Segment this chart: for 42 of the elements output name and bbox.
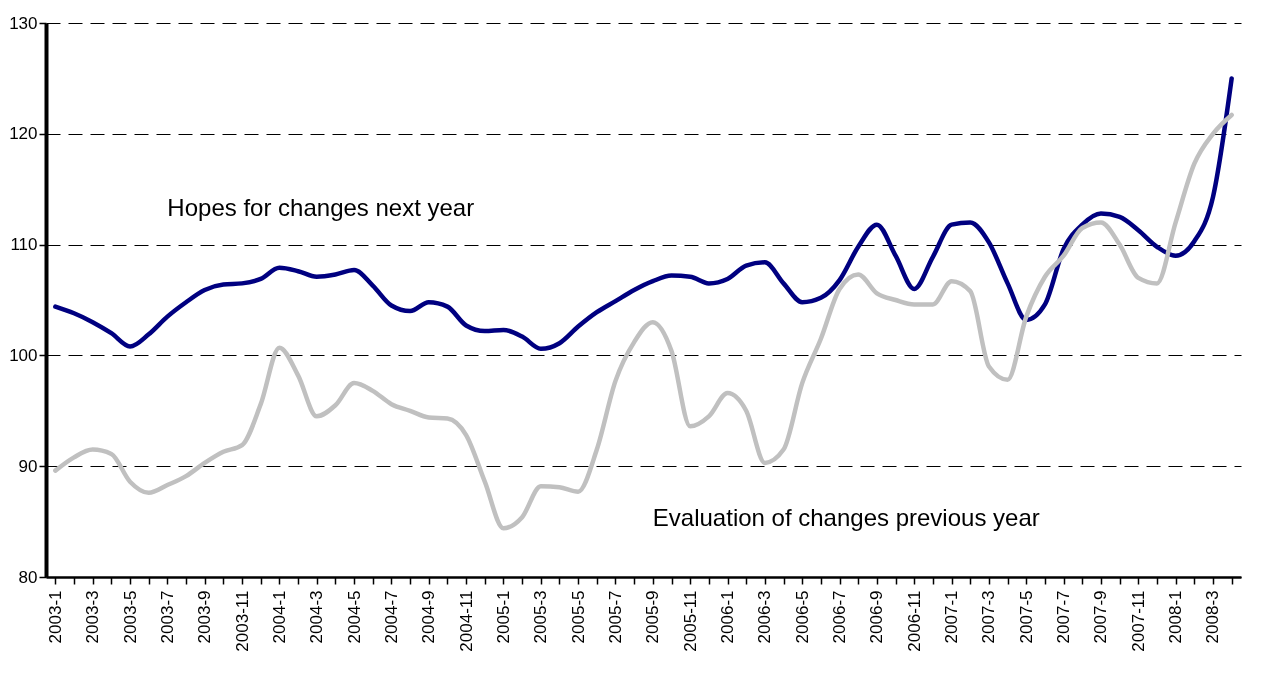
x-tick-label: 2007-3 [979, 590, 999, 644]
x-tick-label: 2003-9 [195, 590, 215, 644]
x-tick-label: 2004-1 [269, 590, 289, 644]
x-tick-label: 2003-7 [157, 590, 177, 644]
text: Hopes for changes next year [167, 194, 475, 222]
x-tick-label: 2005-11 [680, 590, 700, 652]
x-tick-label: 2005-9 [643, 590, 663, 644]
x-tick-label: 2007-9 [1091, 590, 1111, 644]
y-tick-label: 80 [18, 567, 38, 587]
x-tick-label: 2007-5 [1016, 590, 1036, 644]
x-tick-label: 2004-9 [419, 590, 439, 644]
x-tick-label: 2005-5 [568, 590, 588, 644]
x-tick-label: 2007-11 [1128, 590, 1148, 652]
x-tick-label: 2003-5 [120, 590, 140, 644]
y-tick-label: 120 [9, 124, 38, 144]
x-tick-label: 2005-1 [493, 590, 513, 644]
line-series [53, 76, 1234, 351]
x-tick-label: 2006-9 [867, 590, 887, 644]
x-tick-label: 2004-3 [307, 590, 327, 644]
x-tick-label: 2005-3 [531, 590, 551, 644]
x-tick-label: 2004-11 [456, 590, 476, 652]
x-tick-label: 2004-5 [344, 590, 364, 644]
x-tick-label: 2003-1 [45, 590, 65, 644]
x-tick-label: 2008-1 [1166, 590, 1186, 644]
y-tick-label: 100 [9, 345, 38, 365]
x-tick-label: 2007-1 [942, 590, 962, 644]
x-tick-label: 2006-11 [904, 590, 924, 652]
y-tick-label: 90 [18, 456, 38, 476]
x-tick-label: 2006-5 [792, 590, 812, 644]
x-tick-label: 2003-11 [232, 590, 252, 652]
x-tick-label: 2005-7 [605, 590, 625, 644]
y-tick-label: 110 [10, 235, 38, 255]
x-tick-label: 2006-1 [718, 590, 738, 644]
x-tick-label: 2007-7 [1054, 590, 1074, 644]
x-tick-label: 2004-7 [381, 590, 401, 644]
text: Evaluation of changes previous year [652, 504, 1040, 532]
x-tick-label: 2008-3 [1203, 590, 1223, 644]
x-tick-label: 2006-7 [830, 590, 850, 644]
y-tick-label: 130 [9, 13, 38, 33]
x-tick-label: 2003-3 [83, 590, 103, 644]
x-tick-label: 2006-3 [755, 590, 775, 644]
line-series [53, 112, 1234, 531]
